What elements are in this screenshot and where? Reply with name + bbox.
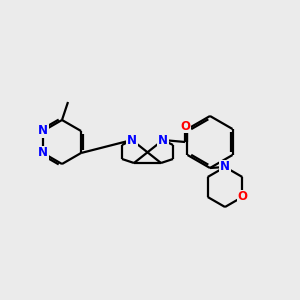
Text: N: N (38, 124, 48, 137)
Text: O: O (237, 190, 247, 203)
Text: N: N (220, 160, 230, 173)
Text: O: O (180, 119, 190, 133)
Text: N: N (127, 134, 137, 146)
Text: N: N (38, 146, 48, 160)
Text: N: N (158, 134, 168, 146)
